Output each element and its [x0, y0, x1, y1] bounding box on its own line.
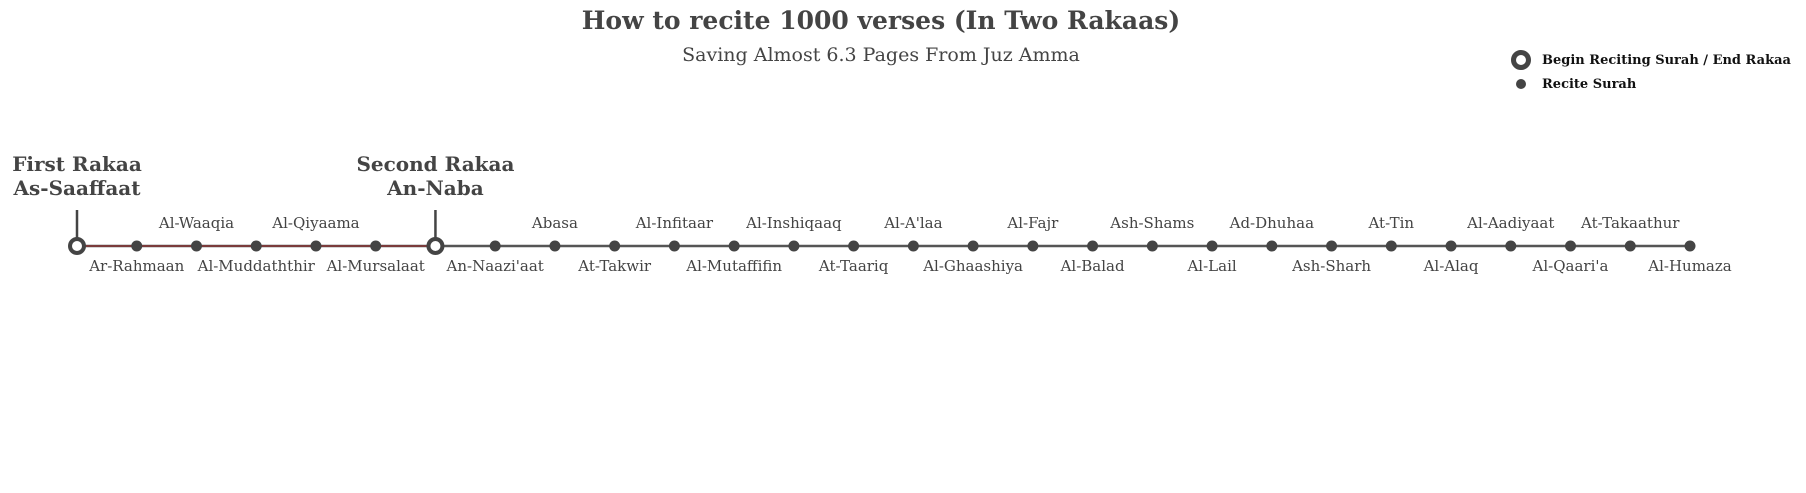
surah-label: Al-Muddaththir	[197, 257, 316, 275]
dot-marker	[967, 240, 979, 252]
dot-marker	[1385, 240, 1397, 252]
dot-marker	[250, 240, 262, 252]
surah-label: An-Naazi'aat	[446, 257, 544, 275]
surah-label: At-Takaathur	[1580, 214, 1680, 232]
surah-label: Al-Ghaashiya	[922, 257, 1023, 275]
rakaa-label: First Rakaa	[12, 152, 142, 176]
surah-label: Abasa	[531, 214, 578, 232]
dot-marker	[1326, 240, 1338, 252]
surah-label: Al-Waaqia	[158, 214, 234, 232]
surah-label: Al-Mursalaat	[326, 257, 425, 275]
surah-label: Al-Qiyaama	[271, 214, 359, 232]
surah-label: Al-Mutaffifin	[685, 257, 782, 275]
surah-label: Al-Inshiqaaq	[745, 214, 842, 232]
surah-label: Ash-Shams	[1109, 214, 1194, 232]
surah-label: Ar-Rahmaan	[88, 257, 184, 275]
dot-marker	[788, 240, 800, 252]
surah-label: Al-Qaari'a	[1532, 257, 1609, 275]
dot-marker	[131, 240, 143, 252]
legend-label: Begin Reciting Surah / End Rakaa	[1542, 52, 1791, 68]
dot-marker	[1445, 240, 1457, 252]
legend-item-ring: Begin Reciting Surah / End Rakaa	[1500, 48, 1791, 72]
surah-label: Al-Fajr	[1006, 214, 1059, 232]
ring-marker	[68, 237, 86, 255]
surah-label: At-Takwir	[577, 257, 652, 275]
rakaa-surah-label: As-Saaffaat	[12, 176, 141, 200]
dot-marker	[609, 240, 621, 252]
rakaa-surah-label: An-Naba	[386, 176, 484, 200]
surah-label: Ash-Sharh	[1291, 257, 1371, 275]
dot-marker	[489, 240, 501, 252]
surah-label: At-Tin	[1367, 214, 1414, 232]
legend-label: Recite Surah	[1542, 76, 1637, 92]
dot-marker-icon	[1516, 79, 1526, 89]
dot-marker	[1206, 240, 1218, 252]
surah-label: Al-Balad	[1060, 257, 1125, 275]
legend: Begin Reciting Surah / End Rakaa Recite …	[1500, 48, 1791, 96]
dot-marker	[907, 240, 919, 252]
dot-marker	[1624, 240, 1636, 252]
dot-marker	[1505, 240, 1517, 252]
dot-marker	[1087, 240, 1099, 252]
rakaa-label: Second Rakaa	[356, 152, 514, 176]
dot-marker	[1684, 240, 1696, 252]
dot-marker	[668, 240, 680, 252]
chart-title: How to recite 1000 verses (In Two Rakaas…	[581, 6, 1181, 35]
dot-marker	[1146, 240, 1158, 252]
dot-marker	[190, 240, 202, 252]
surah-label: Al-Alaq	[1423, 257, 1479, 275]
surah-label: Al-Aadiyaat	[1466, 214, 1554, 232]
dot-marker	[549, 240, 561, 252]
surah-label: Al-A'laa	[883, 214, 942, 232]
dot-marker	[370, 240, 382, 252]
legend-item-dot: Recite Surah	[1500, 72, 1791, 96]
dot-marker	[728, 240, 740, 252]
dot-marker	[1565, 240, 1577, 252]
ring-marker	[426, 237, 445, 255]
surah-label: Al-Infitaar	[635, 214, 714, 232]
dot-marker	[310, 240, 322, 252]
dot-marker	[1266, 240, 1278, 252]
surah-label: Ad-Dhuhaa	[1229, 214, 1314, 232]
dot-marker	[848, 240, 860, 252]
surah-label: At-Taariq	[818, 257, 889, 275]
surah-label: Al-Humaza	[1647, 257, 1732, 275]
surah-label: Al-Lail	[1186, 257, 1236, 275]
ring-marker-icon	[1511, 50, 1531, 70]
chart-subtitle: Saving Almost 6.3 Pages From Juz Amma	[682, 44, 1080, 66]
dot-marker	[1027, 240, 1039, 252]
